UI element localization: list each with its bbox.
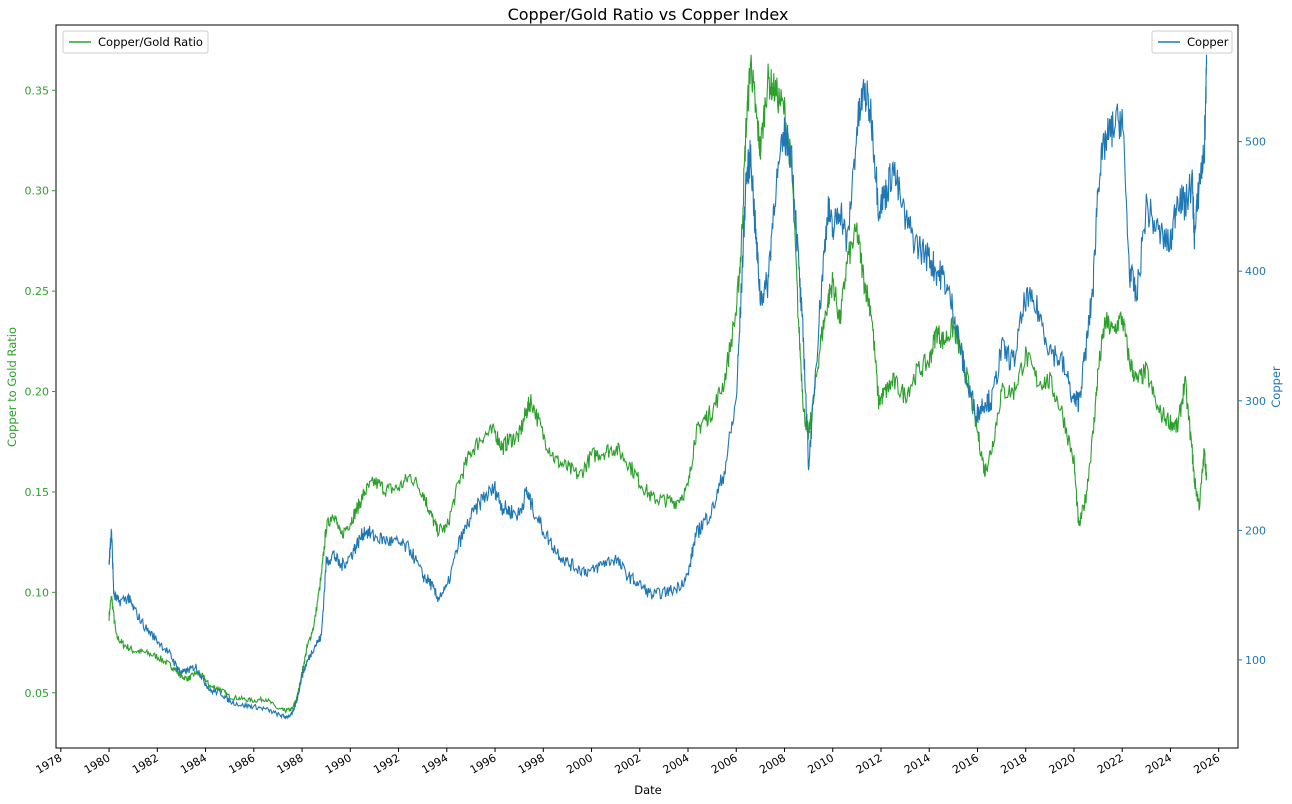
left-y-tick-label: 0.20	[25, 386, 50, 399]
right-y-axis: 100 200 300 400 500	[1238, 136, 1266, 667]
legend-left: Copper/Gold Ratio	[62, 30, 209, 54]
left-y-tick-label: 0.25	[25, 285, 50, 298]
right-y-tick-label: 100	[1245, 654, 1266, 667]
left-y-tick-label: 0.30	[25, 185, 50, 198]
right-y-tick-label: 300	[1245, 395, 1266, 408]
plot-frame	[55, 24, 1239, 749]
left-y-tick-label: 0.05	[25, 687, 50, 700]
left-y-tick-label: 0.15	[25, 486, 50, 499]
right-y-tick-label: 400	[1245, 265, 1266, 278]
series-line-copper	[108, 54, 1208, 720]
series-line-copper-gold-ratio	[108, 54, 1208, 714]
legend-left-box	[62, 30, 209, 54]
left-y-tick-label: 0.35	[25, 84, 50, 97]
chart-title: Copper/Gold Ratio vs Copper Index	[508, 5, 789, 24]
legend-right-box	[1151, 30, 1233, 54]
left-y-tick-label: 0.10	[25, 586, 50, 599]
legend-right-label: Copper	[1187, 35, 1229, 49]
left-y-axis-title: Copper to Gold Ratio	[5, 327, 19, 447]
right-y-tick-label: 200	[1245, 524, 1266, 537]
right-y-axis-title: Copper	[1269, 366, 1283, 408]
legend-left-label: Copper/Gold Ratio	[98, 35, 203, 49]
copper-series-layer	[108, 54, 1208, 720]
legend-right: Copper	[1151, 30, 1233, 54]
ratio-series-layer	[108, 54, 1208, 714]
right-y-tick-label: 500	[1245, 136, 1266, 149]
left-y-axis: 0.05 0.10 0.15 0.20 0.25 0.30 0.35	[25, 84, 56, 700]
x-axis-title: Date	[634, 783, 662, 797]
